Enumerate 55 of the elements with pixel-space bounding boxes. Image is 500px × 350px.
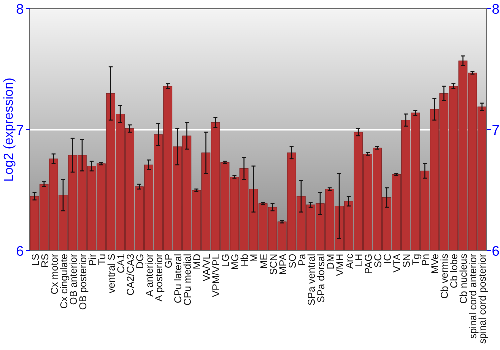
x-tick-label: LG <box>221 254 232 268</box>
x-tick-label: A posterior <box>154 253 166 302</box>
x-tick-label: SO <box>288 254 299 268</box>
x-tick-label: VPM/VPL <box>212 254 223 298</box>
x-tick-label: DM <box>326 254 337 270</box>
x-tick-label: LH <box>354 254 366 267</box>
y-tick-label: 7 <box>16 122 24 138</box>
x-tick-label: SPa dorsal <box>316 254 328 303</box>
x-tick-label: PAG <box>364 254 375 274</box>
x-tick-label: ME <box>259 254 270 269</box>
x-tick-label: Pa <box>297 254 308 266</box>
x-tick-label: Tg <box>412 254 423 266</box>
x-tick-label: CA2/CA3 <box>126 254 137 296</box>
x-tick-label: Cx cingulate <box>59 254 70 310</box>
x-tick-label: ventral S <box>106 254 118 294</box>
x-tick-label: OB anterior <box>68 253 80 306</box>
x-tick-label: spinal cord posterior <box>478 253 490 344</box>
x-tick-label: VTA <box>392 254 404 273</box>
x-tick-label: GP <box>164 254 176 268</box>
y-axis-title: Log2 (expression) <box>1 78 16 182</box>
x-tick-label: Tu <box>97 254 108 266</box>
x-tick-label: SCN <box>268 254 280 276</box>
x-tick-label: SN <box>402 254 414 268</box>
x-tick-label: Pn <box>421 254 432 266</box>
x-tick-label: spinal cord anterior <box>468 253 480 340</box>
x-tick-label: Cx motor <box>50 253 61 295</box>
x-tick-label: Pir <box>88 253 99 266</box>
y2-tick-label: 6 <box>492 242 500 259</box>
y-tick-label: 8 <box>16 0 24 17</box>
x-tick-label: VA/VL <box>202 254 214 282</box>
x-tick-label: VMH <box>335 254 346 276</box>
x-tick-label: SPa ventral <box>306 254 318 306</box>
x-tick-label: MVe <box>430 254 442 274</box>
x-tick-label: Hb <box>240 254 252 267</box>
y2-tick-label: 8 <box>492 0 500 17</box>
x-tick-label: MD <box>192 254 204 270</box>
x-tick-label: Arc <box>344 254 356 269</box>
x-tick-label: LS <box>30 254 42 266</box>
x-tick-label: Cb lobe <box>450 254 461 288</box>
x-tick-label: Cb vermis <box>440 254 452 300</box>
x-tick-label: CA1 <box>116 254 128 274</box>
x-tick-label: M <box>250 254 261 262</box>
x-tick-label: OB posterior <box>78 253 90 310</box>
y-tick-label: 6 <box>16 242 24 259</box>
x-tick-label: RS <box>40 254 52 268</box>
x-tick-label: CPu medial <box>183 254 194 306</box>
x-tick-label: DG <box>135 254 146 269</box>
x-tick-label: IC <box>383 254 394 264</box>
y2-tick-label: 7 <box>492 122 500 138</box>
x-tick-label: Cb nucleus <box>459 254 470 304</box>
x-tick-label: A anterior <box>145 253 156 297</box>
x-tick-label: SC <box>374 254 385 268</box>
x-tick-label: MPA <box>278 254 290 275</box>
x-tick-label: MG <box>230 254 242 270</box>
x-tick-label: CPu lateral <box>174 254 185 304</box>
